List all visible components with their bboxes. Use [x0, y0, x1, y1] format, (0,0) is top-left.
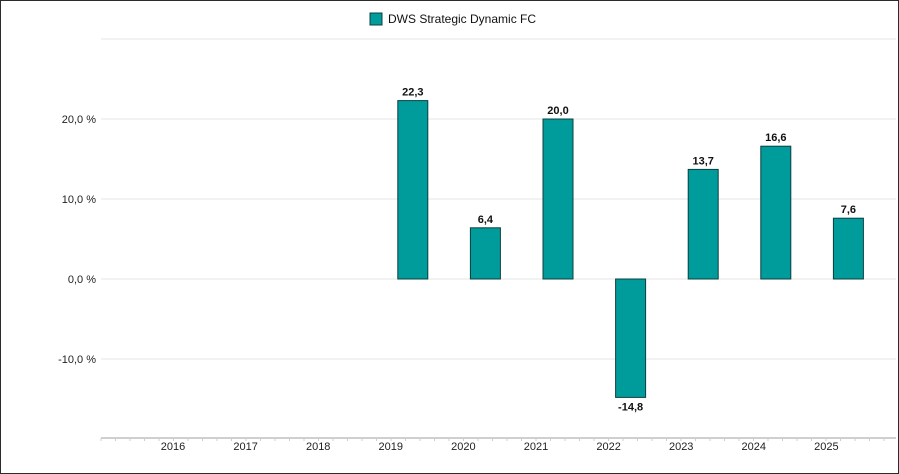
y-axis: 20,0 % 10,0 % 0,0 % -10,0 %	[58, 114, 96, 366]
data-label-2020: 6,4	[478, 214, 494, 226]
bar-2024	[760, 145, 792, 280]
bar-2019	[397, 100, 429, 280]
bar-2022	[615, 278, 647, 398]
data-label-2022: -14,8	[618, 401, 643, 413]
data-label-2024: 16,6	[765, 132, 786, 144]
x-tick-label: 2019	[379, 441, 403, 453]
data-label-2021: 20,0	[547, 105, 568, 117]
bar-2025	[832, 217, 864, 280]
data-label-2023: 13,7	[692, 155, 713, 167]
x-tick-label: 2025	[814, 441, 838, 453]
y-tick-label: 20,0 %	[62, 114, 96, 126]
legend-swatch	[369, 12, 383, 26]
legend: DWS Strategic Dynamic FC	[369, 12, 536, 26]
data-label-2025: 7,6	[841, 204, 856, 216]
x-tick-label: 2023	[669, 441, 693, 453]
x-tick-label: 2022	[596, 441, 620, 453]
bar-2020	[469, 227, 501, 280]
x-axis: 2016 2017 2018 2019 2020 2021 2022 2023 2024 2025	[100, 437, 896, 453]
y-tick-label: 10,0 %	[62, 194, 96, 206]
bar-2021	[542, 118, 574, 280]
y-tick-label: 0,0 %	[68, 274, 96, 286]
x-tick-label: 2016	[161, 441, 185, 453]
x-tick-label: 2024	[742, 441, 766, 453]
x-tick-label: 2020	[451, 441, 475, 453]
bar-2023	[687, 168, 719, 280]
data-labels: 22,3 6,4 20,0 -14,8 13,7 16,6 7,6	[402, 87, 856, 414]
x-tick-label: 2018	[306, 441, 330, 453]
y-tick-label: -10,0 %	[58, 354, 96, 366]
data-label-2019: 22,3	[402, 87, 423, 99]
x-tick-label: 2021	[524, 441, 548, 453]
x-tick-label: 2017	[233, 441, 257, 453]
bars	[397, 100, 864, 398]
legend-label: DWS Strategic Dynamic FC	[388, 12, 536, 26]
